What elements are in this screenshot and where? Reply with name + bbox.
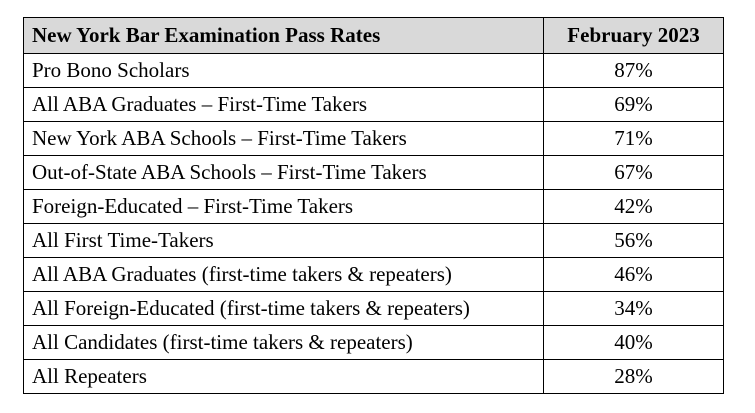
table-row: Pro Bono Scholars 87% <box>23 53 724 88</box>
table-row: All Foreign-Educated (first-time takers … <box>23 291 724 326</box>
table-row: Foreign-Educated – First-Time Takers 42% <box>23 189 724 224</box>
table-row: Out-of-State ABA Schools – First-Time Ta… <box>23 155 724 190</box>
pass-rates-table: New York Bar Examination Pass Rates Febr… <box>23 17 724 394</box>
row-value: 28% <box>543 359 724 394</box>
table-body: Pro Bono Scholars 87% All ABA Graduates … <box>23 53 724 394</box>
header-title: New York Bar Examination Pass Rates <box>23 17 544 54</box>
row-value: 87% <box>543 53 724 88</box>
table-header: New York Bar Examination Pass Rates Febr… <box>23 17 724 54</box>
row-value: 46% <box>543 257 724 292</box>
table-row: All Candidates (first-time takers & repe… <box>23 325 724 360</box>
row-label: All Foreign-Educated (first-time takers … <box>23 291 544 326</box>
table-row: All ABA Graduates – First-Time Takers 69… <box>23 87 724 122</box>
row-label: All Repeaters <box>23 359 544 394</box>
table-row: All ABA Graduates (first-time takers & r… <box>23 257 724 292</box>
row-label: All ABA Graduates (first-time takers & r… <box>23 257 544 292</box>
header-row: New York Bar Examination Pass Rates Febr… <box>23 17 724 54</box>
table-row: All Repeaters 28% <box>23 359 724 394</box>
row-label: Foreign-Educated – First-Time Takers <box>23 189 544 224</box>
row-value: 40% <box>543 325 724 360</box>
row-value: 69% <box>543 87 724 122</box>
row-label: All Candidates (first-time takers & repe… <box>23 325 544 360</box>
row-value: 34% <box>543 291 724 326</box>
table-row: New York ABA Schools – First-Time Takers… <box>23 121 724 156</box>
row-label: Out-of-State ABA Schools – First-Time Ta… <box>23 155 544 190</box>
row-value: 67% <box>543 155 724 190</box>
header-period: February 2023 <box>543 17 724 54</box>
row-value: 56% <box>543 223 724 258</box>
row-value: 42% <box>543 189 724 224</box>
row-label: New York ABA Schools – First-Time Takers <box>23 121 544 156</box>
table-row: All First Time-Takers 56% <box>23 223 724 258</box>
row-label: Pro Bono Scholars <box>23 53 544 88</box>
row-label: All First Time-Takers <box>23 223 544 258</box>
row-value: 71% <box>543 121 724 156</box>
row-label: All ABA Graduates – First-Time Takers <box>23 87 544 122</box>
